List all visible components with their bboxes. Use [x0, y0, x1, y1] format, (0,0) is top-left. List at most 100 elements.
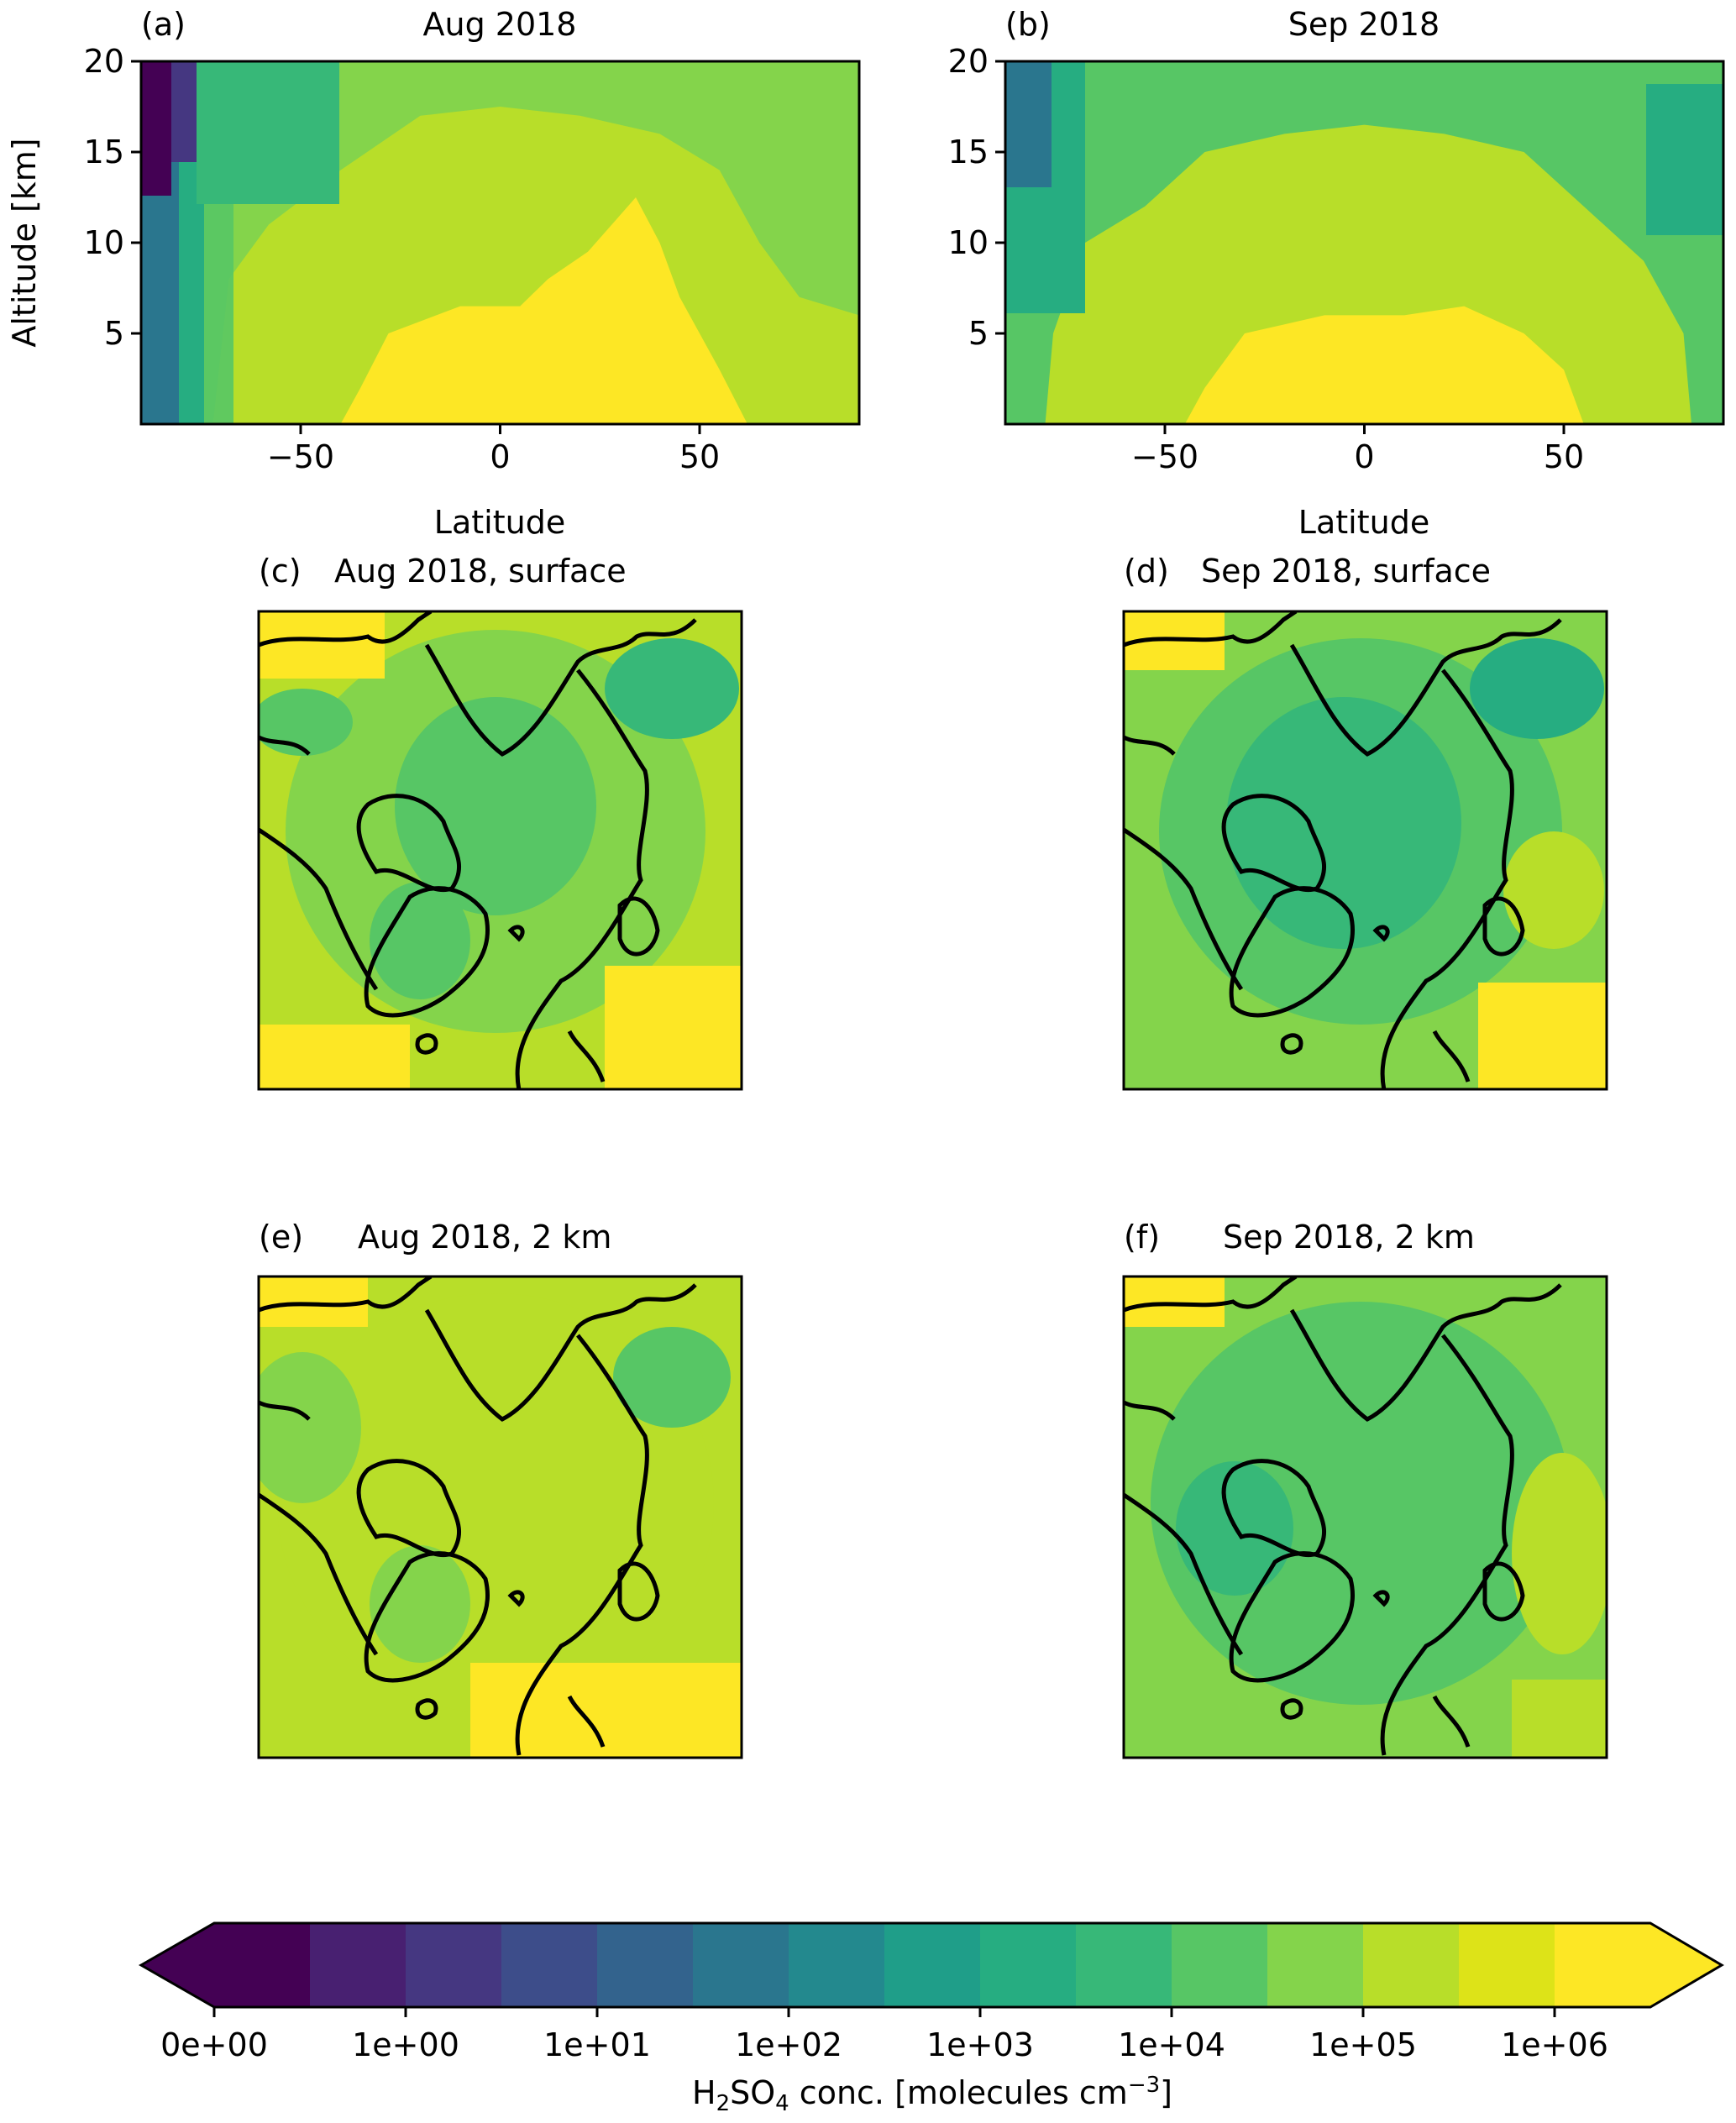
panel-a-xtick-label: −50	[267, 438, 334, 475]
panel-a-ytick-label: 15	[84, 134, 124, 170]
panel-b-edge-band-1	[1005, 61, 1052, 187]
panel-d-field-core	[1226, 697, 1461, 949]
colorbar-bin	[1076, 1923, 1172, 2007]
colorbar-bin	[884, 1923, 981, 2007]
panel-a-heatmap	[141, 61, 859, 424]
panel-e-greenland	[370, 1545, 470, 1663]
colorbar-tick-label: 1e+02	[735, 2026, 842, 2063]
panel-e-label: (e)	[259, 1219, 303, 1255]
panel-d-map	[1124, 611, 1607, 1089]
panel-a-label: (a)	[141, 6, 186, 43]
panel-d-corner-se	[1478, 983, 1607, 1089]
panel-d: (d) Sep 2018, surface	[1122, 553, 1608, 1091]
colorbar-bin	[1459, 1923, 1555, 2007]
panel-d-field-patch-ne	[1470, 638, 1604, 739]
colorbar-tick-label: 0e+00	[160, 2026, 268, 2063]
panel-d-frame	[1122, 610, 1608, 1091]
panel-c-label: (c)	[259, 553, 302, 590]
panel-c-corner-nw	[259, 611, 385, 679]
panel-b-title: Sep 2018	[1288, 6, 1440, 43]
panel-c-map	[259, 611, 742, 1089]
colorbar-bin	[789, 1923, 885, 2007]
panel-a-ylabel: Altitude [km]	[6, 138, 43, 347]
colorbar-over-extension	[1650, 1923, 1722, 2007]
panel-e-field-patch-w	[259, 1352, 361, 1503]
panel-f-frame	[1122, 1275, 1608, 1759]
panel-b-core	[1184, 306, 1584, 424]
panel-a-min-region	[141, 61, 171, 196]
colorbar-bin	[1555, 1923, 1651, 2007]
panel-c: (c) Aug 2018, surface	[257, 553, 743, 1091]
colorbar-bin	[310, 1923, 406, 2007]
panel-f-field-ring	[1151, 1302, 1571, 1705]
panel-a: −50 0 50 5 10 15 20 (a) Aug 2018 Latitude Alti…	[6, 6, 861, 541]
panel-c-corner-sw	[259, 1025, 410, 1089]
panel-b-ytick-label: 20	[948, 43, 989, 80]
colorbar-tick-label: 1e+06	[1501, 2026, 1608, 2063]
colorbar-tick-label: 1e+03	[926, 2026, 1034, 2063]
colorbar-label: H2SO4 conc. [molecules cm−3]	[692, 2073, 1172, 2116]
colorbar-bin	[406, 1923, 502, 2007]
panel-c-greenland	[370, 882, 470, 999]
colorbar-tick-label: 1e+04	[1118, 2026, 1225, 2063]
panel-c-corner-se	[605, 966, 742, 1089]
panel-f-corner-se	[1512, 1680, 1607, 1758]
panel-a-title: Aug 2018	[423, 6, 577, 43]
panel-f-title: Sep 2018, 2 km	[1223, 1219, 1475, 1255]
panel-a-core	[340, 197, 747, 424]
colorbar: 0e+00 1e+00 1e+01 1e+02 1e+03 1e+04 1e+05 1e+06…	[138, 1921, 1724, 2116]
panel-c-field-patch-ne	[605, 638, 739, 739]
colorbar-bin	[693, 1923, 789, 2007]
colorbar-bin	[980, 1923, 1077, 2007]
panel-d-label: (d)	[1124, 553, 1169, 590]
panel-e-frame	[257, 1275, 743, 1759]
colorbar-tick-label: 1e+01	[543, 2026, 651, 2063]
panel-a-xtick-label: 50	[679, 438, 720, 475]
panel-c-title: Aug 2018, surface	[334, 553, 627, 590]
colorbar-under-extension	[141, 1923, 214, 2007]
colorbar-ticks: 0e+00 1e+00 1e+01 1e+02 1e+03 1e+04 1e+05 1e+06	[160, 2007, 1608, 2063]
panel-a-xtick-label: 0	[490, 438, 510, 475]
panel-e-map	[259, 1276, 742, 1758]
panel-d-field-patch-e	[1503, 831, 1604, 949]
colorbar-bin	[597, 1923, 694, 2007]
colorbar-bin	[1267, 1923, 1364, 2007]
panel-a-xlabel: Latitude	[434, 504, 565, 541]
panel-b-ytick-label: 15	[948, 134, 989, 170]
panel-b-heatmap	[1005, 61, 1723, 424]
panel-b-label: (b)	[1005, 6, 1051, 43]
panel-e-title: Aug 2018, 2 km	[358, 1219, 611, 1255]
panel-f-map	[1124, 1276, 1607, 1758]
panel-a-ytick-label: 10	[84, 224, 124, 261]
panel-b: −50 0 50 5 10 15 20 (b) Sep 2018 Latitude	[948, 6, 1725, 541]
panel-e: (e) Aug 2018, 2 km	[257, 1219, 743, 1759]
colorbar-bins	[214, 1923, 1651, 2007]
colorbar-bin	[501, 1923, 598, 2007]
panel-a-ytick-label: 20	[84, 43, 124, 80]
panel-a-upper-band	[197, 61, 339, 204]
panel-a-axes: −50 0 50 5 10 15 20	[84, 43, 721, 475]
panel-b-right-band	[1646, 84, 1723, 235]
panel-a-min-halo	[171, 61, 197, 162]
colorbar-bin	[214, 1923, 311, 2007]
panel-b-xtick-label: 50	[1544, 438, 1584, 475]
panel-d-title: Sep 2018, surface	[1201, 553, 1491, 590]
panel-b-xtick-label: 0	[1354, 438, 1374, 475]
panel-b-ytick-label: 10	[948, 224, 989, 261]
panel-e-corner-nw	[259, 1276, 368, 1327]
colorbar-bin	[1172, 1923, 1268, 2007]
colorbar-tick-label: 1e+00	[352, 2026, 459, 2063]
panel-e-field-patch-ne	[613, 1327, 731, 1428]
panel-b-xtick-label: −50	[1131, 438, 1198, 475]
panel-f: (f) Sep 2018, 2 km	[1122, 1219, 1608, 1759]
panel-f-corner-nw	[1124, 1276, 1225, 1327]
panel-a-ytick-label: 5	[104, 315, 124, 352]
panel-b-axes: −50 0 50 5 10 15 20	[948, 43, 1585, 475]
panel-b-ytick-label: 5	[968, 315, 989, 352]
panel-f-label: (f)	[1124, 1219, 1160, 1255]
panel-c-frame	[257, 610, 743, 1091]
colorbar-tick-label: 1e+05	[1309, 2026, 1417, 2063]
panel-c-field-core	[395, 697, 596, 915]
panel-b-xlabel: Latitude	[1298, 504, 1429, 541]
